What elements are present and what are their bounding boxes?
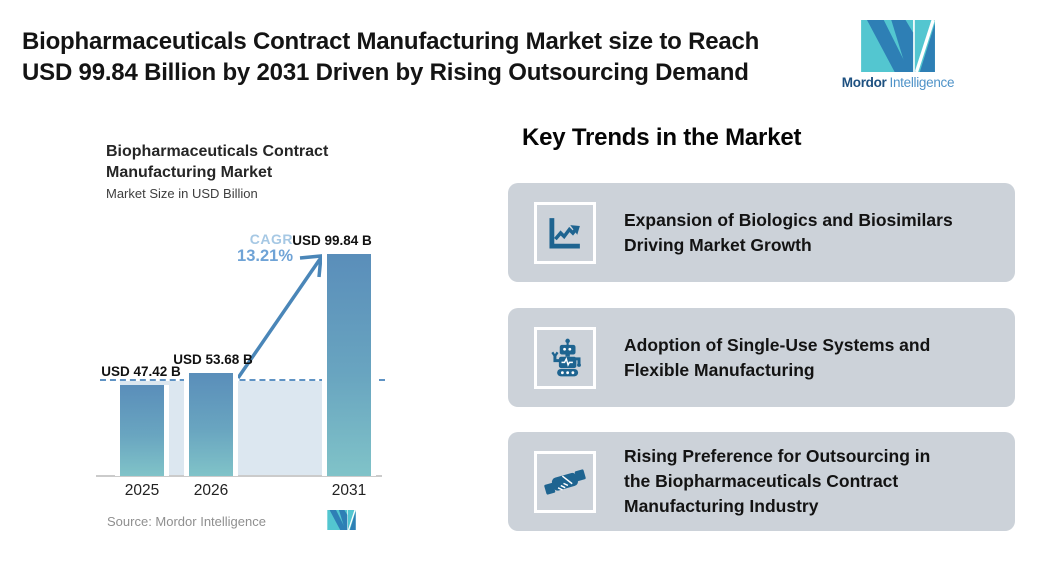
x-axis-line <box>96 475 382 477</box>
chart-title-line1: Biopharmaceuticals Contract <box>106 143 329 160</box>
trend-icon-box <box>534 326 596 389</box>
handshake-icon <box>544 468 586 495</box>
cagr-annotation: CAGR 13.21% <box>205 231 293 265</box>
mordor-logo-icon <box>861 20 935 72</box>
trends-heading: Key Trends in the Market <box>522 124 802 151</box>
page-title-line2: USD 99.84 Billion by 2031 Driven by Risi… <box>22 59 749 86</box>
trend-card-outsourcing: Rising Preference for Outsourcing in the… <box>508 432 1015 531</box>
line-chart-icon <box>549 217 580 249</box>
trend-text: Expansion of Biologics and Biosimilars D… <box>624 209 953 255</box>
bar-2025 <box>120 385 164 476</box>
growth-arrow-icon <box>236 254 323 379</box>
page-title-line1: Biopharmaceuticals Contract Manufacturin… <box>22 28 760 55</box>
trend-text: Rising Preference for Outsourcing in the… <box>624 446 931 516</box>
trend-text: Adoption of Single-Use Systems and Flexi… <box>624 334 931 380</box>
cagr-value: 13.21% <box>237 247 293 265</box>
bar-value-label: USD 99.84 B <box>292 233 372 248</box>
chart-title-line2: Manufacturing Market <box>106 164 273 181</box>
trend-card-single-use: Adoption of Single-Use Systems and Flexi… <box>508 308 1015 407</box>
chart-subtitle: Market Size in USD Billion <box>106 186 258 201</box>
bar-value-label: USD 53.68 B <box>173 352 253 367</box>
robot-icon <box>551 338 581 376</box>
bar-value-label: USD 47.42 B <box>101 364 181 379</box>
brand-name-bold: Mordor <box>841 75 887 90</box>
bar-2031 <box>327 254 371 476</box>
mordor-logo-small-icon <box>327 510 356 530</box>
trend-card-biologics: Expansion of Biologics and Biosimilars D… <box>508 183 1015 282</box>
page-title: Biopharmaceuticals Contract Manufacturin… <box>22 26 759 88</box>
bar-chart: CAGR 13.21% USD 47.42 B 2025 USD 53.68 B 20… <box>0 0 440 570</box>
brand-name: Mordor Intelligence <box>838 75 958 90</box>
x-axis-tick-label: 2026 <box>193 482 229 499</box>
chart-title: Biopharmaceuticals Contract Manufacturin… <box>106 141 328 183</box>
baseline-dashed-line <box>100 379 385 381</box>
trend-icon-box <box>534 450 596 513</box>
source-note: Source: Mordor Intelligence <box>107 514 266 529</box>
x-axis-tick-label: 2025 <box>124 482 160 499</box>
bar-2026 <box>189 373 233 476</box>
brand-logo: Mordor Intelligence <box>838 20 958 90</box>
x-axis-tick-label: 2031 <box>331 482 367 499</box>
cagr-label: CAGR <box>249 231 293 247</box>
brand-name-light: Intelligence <box>889 75 955 90</box>
trend-icon-box <box>534 201 596 264</box>
